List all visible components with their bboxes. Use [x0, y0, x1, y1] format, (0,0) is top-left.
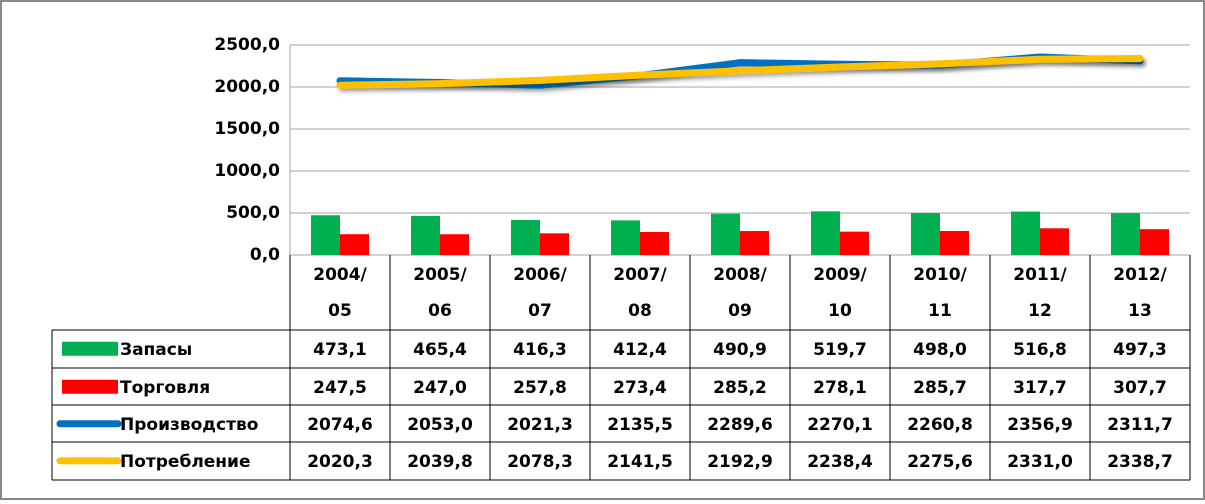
data-label: 2074,6: [307, 415, 373, 435]
y-tick-label: 500,0: [226, 203, 280, 223]
x-tick-label: 2009/10: [813, 265, 867, 321]
data-label: 247,0: [413, 378, 467, 398]
data-label: 473,1: [313, 340, 367, 360]
bar: [840, 231, 869, 255]
data-label: 2053,0: [407, 415, 473, 435]
y-tick-label: 1000,0: [214, 161, 280, 181]
legend-key: [62, 379, 118, 394]
legend-label: Запасы: [120, 340, 192, 360]
data-label: 2338,7: [1107, 452, 1173, 472]
data-label: 490,9: [713, 340, 767, 360]
x-tick-label-box: 2008/09: [713, 265, 767, 321]
data-label: 257,8: [513, 378, 567, 398]
x-tick-label-box: 2012/13: [1113, 265, 1167, 321]
bar: [811, 211, 840, 255]
data-label: 2238,4: [807, 452, 873, 472]
bar: [340, 234, 369, 255]
data-label: 317,7: [1013, 378, 1067, 398]
data-label: 2078,3: [507, 452, 573, 472]
bar: [1040, 228, 1069, 255]
bar: [1111, 213, 1140, 255]
data-label: 465,4: [413, 340, 467, 360]
y-tick-label: 2000,0: [214, 77, 280, 97]
data-label: 497,3: [1113, 340, 1167, 360]
data-label: 2356,9: [1007, 415, 1073, 435]
data-label: 307,7: [1113, 378, 1167, 398]
bar: [440, 234, 469, 255]
legend-label: Производство: [120, 415, 258, 435]
y-tick-label: 0,0: [250, 245, 280, 265]
x-tick-label-box: 2005/06: [413, 265, 467, 321]
data-label: 2275,6: [907, 452, 973, 472]
data-label: 519,7: [813, 340, 867, 360]
x-tick-label-box: 2007/08: [613, 265, 667, 321]
x-tick-label: 2008/09: [713, 265, 767, 321]
bar: [411, 215, 440, 255]
x-tick-label-box: 2011/12: [1013, 265, 1067, 321]
bar: [711, 213, 740, 255]
bar: [1140, 229, 1169, 255]
legend-label: Торговля: [120, 378, 210, 398]
data-label: 285,2: [713, 378, 767, 398]
data-label: 2021,3: [507, 415, 573, 435]
x-tick-label: 2004/05: [313, 265, 367, 321]
bar: [540, 233, 569, 255]
x-tick-label: 2012/13: [1113, 265, 1167, 321]
bar: [611, 220, 640, 255]
data-label: 278,1: [813, 378, 867, 398]
x-tick-label: 2005/06: [413, 265, 467, 321]
x-tick-label-box: 2004/05: [313, 265, 367, 321]
data-label: 498,0: [913, 340, 967, 360]
data-label: 247,5: [313, 378, 367, 398]
data-label: 2141,5: [607, 452, 673, 472]
x-tick-label: 2010/11: [913, 265, 967, 321]
bar: [911, 213, 940, 255]
data-label: 2270,1: [807, 415, 873, 435]
data-label: 416,3: [513, 340, 567, 360]
x-tick-label-box: 2006/07: [513, 265, 567, 321]
bar: [1011, 211, 1040, 255]
x-tick-label: 2007/08: [613, 265, 667, 321]
line-series: [336, 55, 1144, 89]
data-label: 2331,0: [1007, 452, 1073, 472]
bar: [640, 232, 669, 255]
data-label: 2039,8: [407, 452, 473, 472]
y-tick-label: 1500,0: [214, 119, 280, 139]
data-label: 2311,7: [1107, 415, 1173, 435]
data-label: 273,4: [613, 378, 667, 398]
data-label: 516,8: [1013, 340, 1067, 360]
data-label: 2135,5: [607, 415, 673, 435]
data-label: 2260,8: [907, 415, 973, 435]
bar: [740, 231, 769, 255]
bar: [511, 220, 540, 255]
data-label: 2020,3: [307, 452, 373, 472]
y-tick-label: 2500,0: [214, 35, 280, 55]
x-tick-label: 2011/12: [1013, 265, 1067, 321]
bar: [940, 231, 969, 255]
x-tick-label-box: 2010/11: [913, 265, 967, 321]
legend-key: [62, 341, 118, 356]
data-label: 2192,9: [707, 452, 773, 472]
data-label: 285,7: [913, 378, 967, 398]
data-label: 2289,6: [707, 415, 773, 435]
legend-label: Потребление: [120, 452, 251, 472]
x-tick-label-box: 2009/10: [813, 265, 867, 321]
x-tick-label: 2006/07: [513, 265, 567, 321]
data-label: 412,4: [613, 340, 667, 360]
bar: [311, 215, 340, 255]
